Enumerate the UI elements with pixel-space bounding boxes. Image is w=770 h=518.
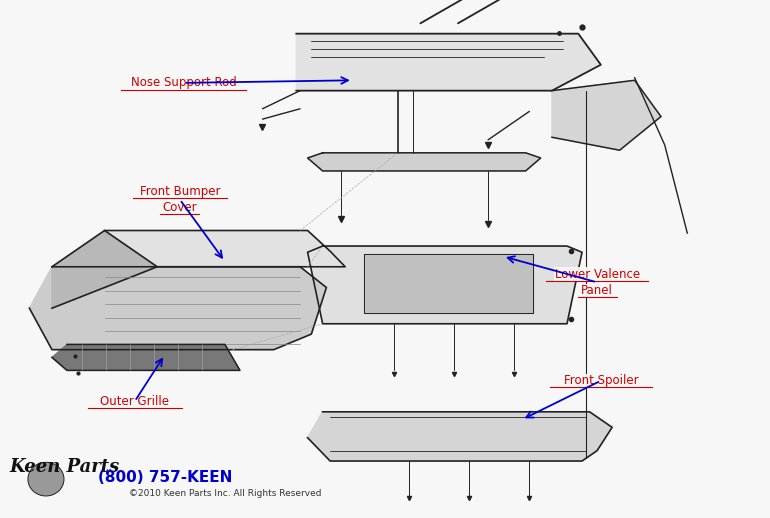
Text: Keen Parts: Keen Parts (9, 458, 120, 476)
Polygon shape (307, 412, 612, 461)
Text: Front Bumper: Front Bumper (139, 184, 220, 198)
Text: Outer Grille: Outer Grille (100, 395, 169, 408)
Polygon shape (105, 231, 345, 267)
Ellipse shape (28, 463, 64, 496)
Text: (800) 757-KEEN: (800) 757-KEEN (98, 470, 232, 485)
Text: ©2010 Keen Parts Inc. All Rights Reserved: ©2010 Keen Parts Inc. All Rights Reserve… (129, 488, 321, 498)
Text: Cover: Cover (162, 201, 197, 214)
Polygon shape (296, 34, 601, 91)
Polygon shape (552, 80, 661, 150)
Text: Front Spoiler: Front Spoiler (564, 374, 638, 387)
Text: Nose Support Rod: Nose Support Rod (131, 76, 236, 90)
Polygon shape (29, 267, 326, 350)
Polygon shape (307, 246, 582, 324)
Polygon shape (364, 254, 533, 313)
Polygon shape (52, 344, 240, 370)
Text: Panel: Panel (581, 284, 613, 297)
Text: Lower Valence: Lower Valence (554, 267, 640, 281)
Polygon shape (52, 231, 157, 308)
Polygon shape (307, 153, 541, 171)
